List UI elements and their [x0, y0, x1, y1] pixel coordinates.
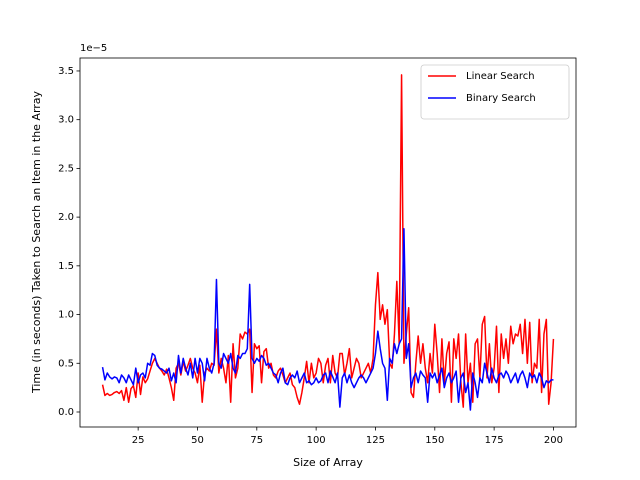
x-tick-label: 25	[132, 435, 145, 446]
y-tick-label: 2.0	[58, 212, 74, 223]
y-axis-label: Time (in seconds) Taken to Search an Ite…	[30, 90, 43, 394]
y-tick-label: 1.5	[58, 261, 74, 272]
x-tick-label: 50	[191, 435, 204, 446]
line-series	[101, 228, 554, 411]
x-tick-label: 175	[485, 435, 504, 446]
y-tick-label: 3.5	[58, 66, 74, 77]
y-tick-label: 3.0	[58, 115, 74, 126]
x-tick-label: 75	[250, 435, 263, 446]
x-tick-label: 150	[425, 435, 444, 446]
y-offset-label: 1e−5	[80, 43, 107, 54]
legend-label: Linear Search	[466, 71, 535, 82]
y-tick-label: 2.5	[58, 163, 74, 174]
x-tick-label: 100	[307, 435, 326, 446]
x-tick-label: 125	[366, 435, 385, 446]
x-tick-label: 200	[544, 435, 563, 446]
legend-box	[420, 64, 570, 120]
y-tick-label: 0.0	[58, 407, 74, 418]
legend-label: Binary Search	[466, 93, 536, 104]
y-tick-label: 1.0	[58, 310, 74, 321]
x-axis-label: Size of Array	[293, 456, 363, 469]
y-tick-label: 0.5	[58, 358, 74, 369]
axes-frame	[79, 57, 577, 428]
